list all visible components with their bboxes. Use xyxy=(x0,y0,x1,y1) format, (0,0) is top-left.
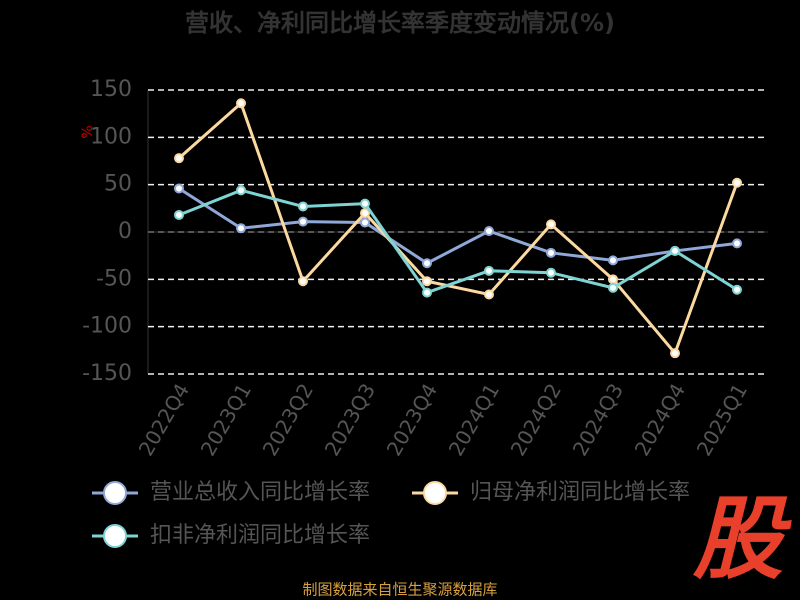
data-point xyxy=(484,289,494,300)
data-point xyxy=(360,208,370,219)
data-point xyxy=(608,274,618,285)
data-point xyxy=(732,177,742,188)
legend-marker xyxy=(103,481,127,505)
data-point xyxy=(422,276,432,287)
y-tick-label: 100 xyxy=(90,124,132,149)
y-tick-label: -50 xyxy=(96,266,132,291)
data-point xyxy=(174,183,184,194)
data-point xyxy=(360,217,370,228)
data-point xyxy=(174,153,184,164)
series-line xyxy=(178,187,738,265)
data-point xyxy=(608,255,618,266)
data-point xyxy=(484,265,494,276)
data-point xyxy=(298,276,308,287)
data-point xyxy=(236,98,246,109)
y-tick-label: 150 xyxy=(90,77,132,102)
y-tick-label: -150 xyxy=(82,361,132,386)
data-point xyxy=(298,201,308,212)
data-point xyxy=(422,287,432,298)
y-tick-label: 50 xyxy=(104,172,132,197)
data-point xyxy=(236,223,246,234)
legend-label: 归母净利润同比增长率 xyxy=(470,480,690,505)
source-note: 制图数据来自恒生聚源数据库 xyxy=(302,581,497,599)
y-axis-label: % xyxy=(80,125,96,138)
data-point xyxy=(298,216,308,227)
y-tick-label: -100 xyxy=(82,314,132,339)
series-line xyxy=(178,188,738,295)
y-tick-label: 0 xyxy=(118,219,132,244)
data-point xyxy=(608,282,618,293)
legend-marker xyxy=(103,524,127,548)
data-point xyxy=(236,185,246,196)
data-point xyxy=(546,247,556,258)
data-point xyxy=(546,219,556,230)
data-point xyxy=(422,258,432,269)
legend-marker xyxy=(423,481,447,505)
series-line xyxy=(178,100,739,357)
data-point xyxy=(174,209,184,220)
legend-label: 扣非净利润同比增长率 xyxy=(150,523,370,548)
data-point xyxy=(360,198,370,209)
data-point xyxy=(484,226,494,237)
data-point xyxy=(670,245,680,256)
legend-label: 营业总收入同比增长率 xyxy=(150,480,370,505)
chart-title: 营收、净利同比增长率季度变动情况(%) xyxy=(185,9,615,37)
watermark: 股 xyxy=(692,487,792,592)
data-point xyxy=(732,284,742,295)
data-point xyxy=(732,238,742,249)
data-point xyxy=(670,348,680,359)
data-point xyxy=(546,267,556,278)
